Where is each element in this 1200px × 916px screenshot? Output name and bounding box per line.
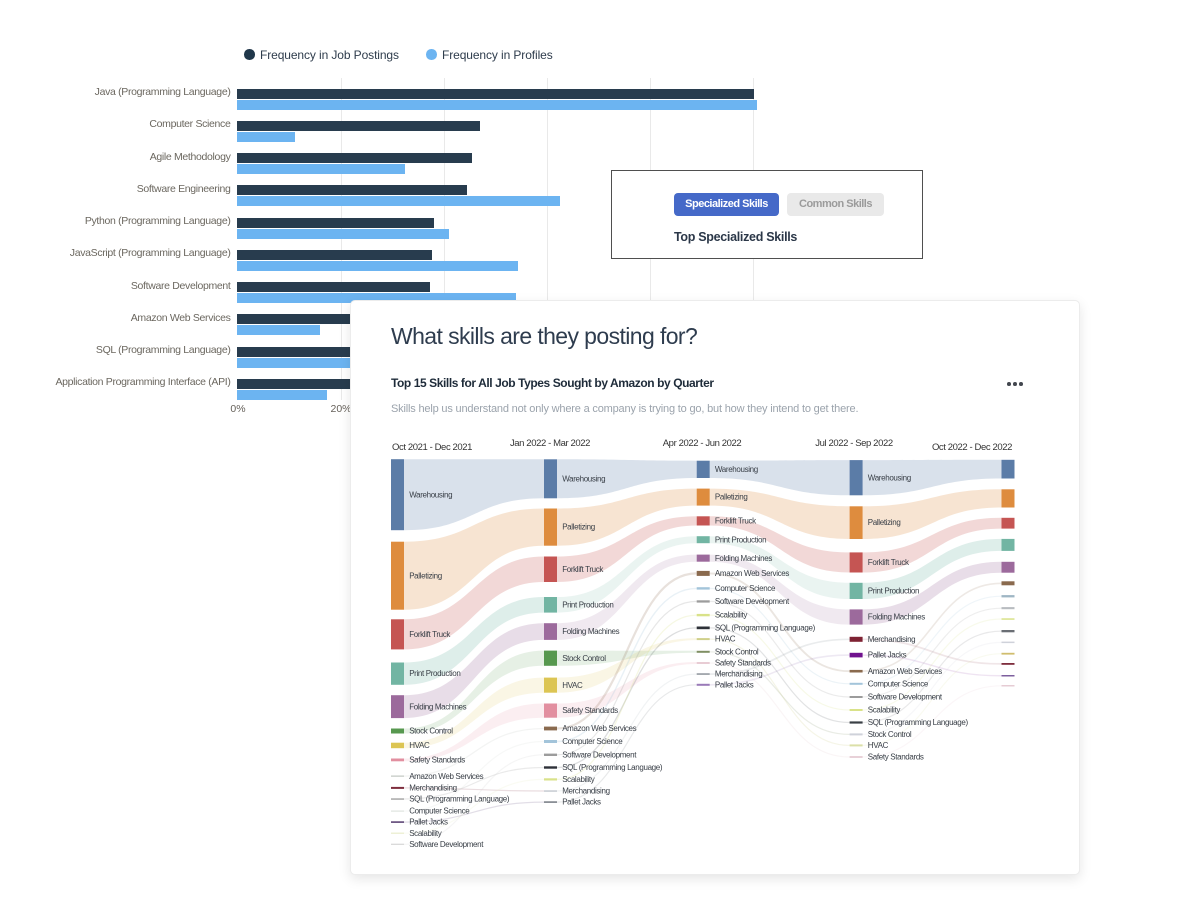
svg-text:Amazon Web Services: Amazon Web Services: [409, 772, 483, 781]
svg-text:Palletizing: Palletizing: [868, 518, 901, 527]
svg-text:Stock Control: Stock Control: [409, 727, 453, 736]
svg-text:Merchandising: Merchandising: [868, 635, 915, 644]
svg-text:Software Development: Software Development: [562, 750, 637, 759]
svg-text:Software Development: Software Development: [715, 597, 790, 606]
svg-text:Warehousing: Warehousing: [409, 490, 452, 499]
svg-text:Folding Machines: Folding Machines: [715, 554, 772, 563]
svg-text:Safety Standards: Safety Standards: [715, 659, 771, 668]
svg-text:Software Development: Software Development: [409, 840, 484, 849]
svg-text:Scalability: Scalability: [562, 775, 595, 784]
svg-text:Merchandising: Merchandising: [715, 670, 762, 679]
svg-text:Pallet Jacks: Pallet Jacks: [409, 818, 448, 827]
svg-text:Pallet Jacks: Pallet Jacks: [868, 651, 907, 660]
svg-text:Palletizing: Palletizing: [715, 493, 748, 502]
svg-text:Folding Machines: Folding Machines: [868, 613, 925, 622]
svg-text:Pallet Jacks: Pallet Jacks: [562, 798, 601, 807]
svg-text:Palletizing: Palletizing: [562, 523, 595, 532]
svg-text:SQL (Programming Language): SQL (Programming Language): [409, 795, 510, 804]
svg-text:Computer Science: Computer Science: [562, 737, 623, 746]
svg-text:Computer Science: Computer Science: [409, 807, 470, 816]
svg-text:HVAC: HVAC: [409, 741, 430, 750]
svg-text:Forklift Truck: Forklift Truck: [868, 558, 910, 567]
svg-text:Print Production: Print Production: [562, 600, 613, 609]
svg-text:Warehousing: Warehousing: [715, 465, 758, 474]
svg-text:Folding Machines: Folding Machines: [562, 627, 619, 636]
svg-text:Forklift Truck: Forklift Truck: [562, 565, 604, 574]
svg-text:Amazon Web Services: Amazon Web Services: [715, 569, 789, 578]
svg-text:Computer Science: Computer Science: [868, 679, 929, 688]
svg-text:Safety Standards: Safety Standards: [409, 756, 465, 765]
svg-text:Pallet Jacks: Pallet Jacks: [715, 680, 754, 689]
svg-text:Computer Science: Computer Science: [715, 584, 776, 593]
svg-text:Warehousing: Warehousing: [868, 473, 911, 482]
svg-text:Merchandising: Merchandising: [409, 784, 456, 793]
svg-text:SQL (Programming Language): SQL (Programming Language): [715, 624, 816, 633]
svg-text:Amazon Web Services: Amazon Web Services: [562, 724, 636, 733]
svg-text:Folding Machines: Folding Machines: [409, 702, 466, 711]
svg-text:Print Production: Print Production: [409, 669, 460, 678]
svg-text:Scalability: Scalability: [868, 706, 901, 715]
svg-text:Safety Standards: Safety Standards: [562, 706, 618, 715]
svg-text:Scalability: Scalability: [715, 611, 748, 620]
svg-text:Stock Control: Stock Control: [715, 647, 759, 656]
svg-text:Software Development: Software Development: [868, 693, 943, 702]
svg-text:Safety Standards: Safety Standards: [868, 753, 924, 762]
svg-text:SQL (Programming Language): SQL (Programming Language): [562, 763, 663, 772]
svg-text:HVAC: HVAC: [715, 635, 736, 644]
svg-text:Stock Control: Stock Control: [868, 730, 912, 739]
svg-text:Merchandising: Merchandising: [562, 787, 609, 796]
svg-text:Palletizing: Palletizing: [409, 571, 442, 580]
svg-text:Amazon Web Services: Amazon Web Services: [868, 667, 942, 676]
svg-text:Forklift Truck: Forklift Truck: [715, 517, 757, 526]
svg-text:SQL (Programming Language): SQL (Programming Language): [868, 718, 969, 727]
svg-text:Print Production: Print Production: [715, 535, 766, 544]
svg-text:HVAC: HVAC: [562, 681, 583, 690]
svg-text:Scalability: Scalability: [409, 829, 442, 838]
svg-text:HVAC: HVAC: [868, 741, 889, 750]
svg-text:Stock Control: Stock Control: [562, 654, 606, 663]
svg-text:Warehousing: Warehousing: [562, 474, 605, 483]
svg-text:Forklift Truck: Forklift Truck: [409, 630, 451, 639]
svg-text:Print Production: Print Production: [868, 587, 919, 596]
